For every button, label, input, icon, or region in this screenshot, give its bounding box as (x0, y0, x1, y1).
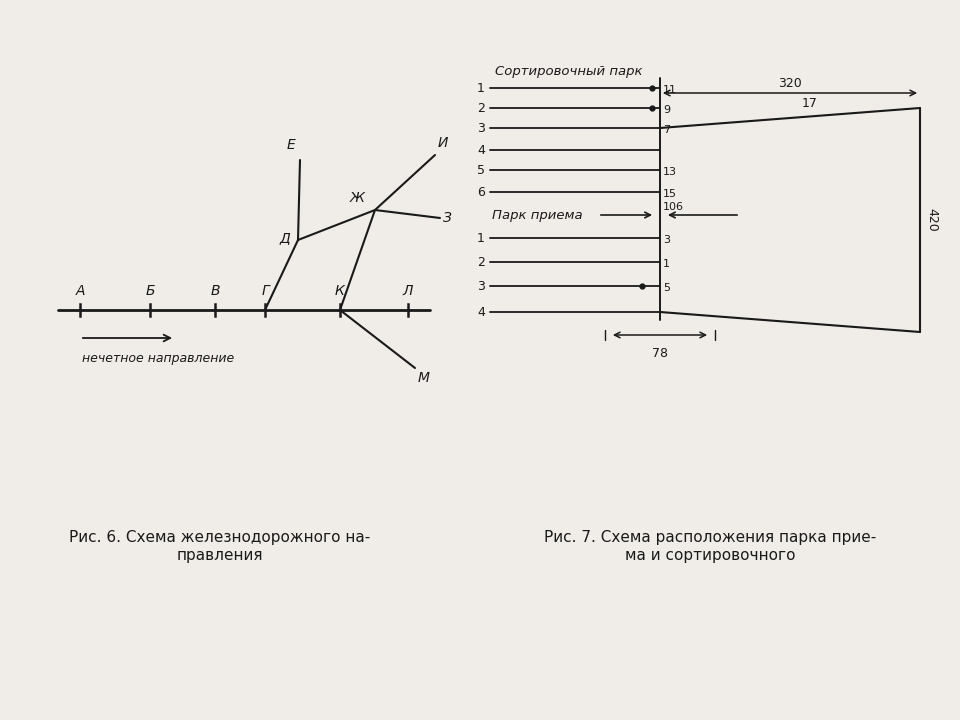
Text: 106: 106 (663, 202, 684, 212)
Text: Рис. 7. Схема расположения парка прие-: Рис. 7. Схема расположения парка прие- (544, 530, 876, 545)
Text: 15: 15 (663, 189, 677, 199)
Text: нечетное направление: нечетное направление (82, 352, 234, 365)
Text: К: К (335, 284, 345, 298)
Text: Парк приема: Парк приема (492, 209, 583, 222)
Text: 1: 1 (477, 232, 485, 245)
Text: Рис. 6. Схема железнодорожного на-: Рис. 6. Схема железнодорожного на- (69, 530, 371, 545)
Text: А: А (75, 284, 84, 298)
Text: М: М (418, 371, 430, 385)
Text: правления: правления (177, 548, 263, 563)
Text: Б: Б (145, 284, 155, 298)
Text: 3: 3 (663, 235, 670, 245)
Text: 9: 9 (663, 105, 670, 115)
Text: 5: 5 (477, 163, 485, 176)
Text: 78: 78 (652, 347, 668, 360)
Text: 1: 1 (477, 81, 485, 94)
Text: Г: Г (261, 284, 269, 298)
Text: ма и сортировочного: ма и сортировочного (625, 548, 795, 563)
Text: 5: 5 (663, 283, 670, 293)
Text: Ж: Ж (350, 191, 365, 205)
Text: 4: 4 (477, 305, 485, 318)
Text: 1: 1 (663, 259, 670, 269)
Text: 6: 6 (477, 186, 485, 199)
Text: 4: 4 (477, 143, 485, 156)
Text: З: З (443, 211, 452, 225)
Text: Сортировочный парк: Сортировочный парк (495, 65, 642, 78)
Text: И: И (438, 136, 448, 150)
Text: 2: 2 (477, 256, 485, 269)
Text: 17: 17 (802, 97, 818, 110)
Text: 7: 7 (663, 125, 670, 135)
Text: 3: 3 (477, 279, 485, 292)
Text: В: В (210, 284, 220, 298)
Text: Е: Е (286, 138, 295, 152)
Text: Д: Д (279, 231, 290, 245)
Text: 420: 420 (925, 208, 938, 232)
Text: Л: Л (403, 284, 413, 298)
Text: 2: 2 (477, 102, 485, 114)
Text: 320: 320 (779, 77, 802, 90)
Text: 13: 13 (663, 167, 677, 177)
Text: 3: 3 (477, 122, 485, 135)
Text: 11: 11 (663, 85, 677, 95)
